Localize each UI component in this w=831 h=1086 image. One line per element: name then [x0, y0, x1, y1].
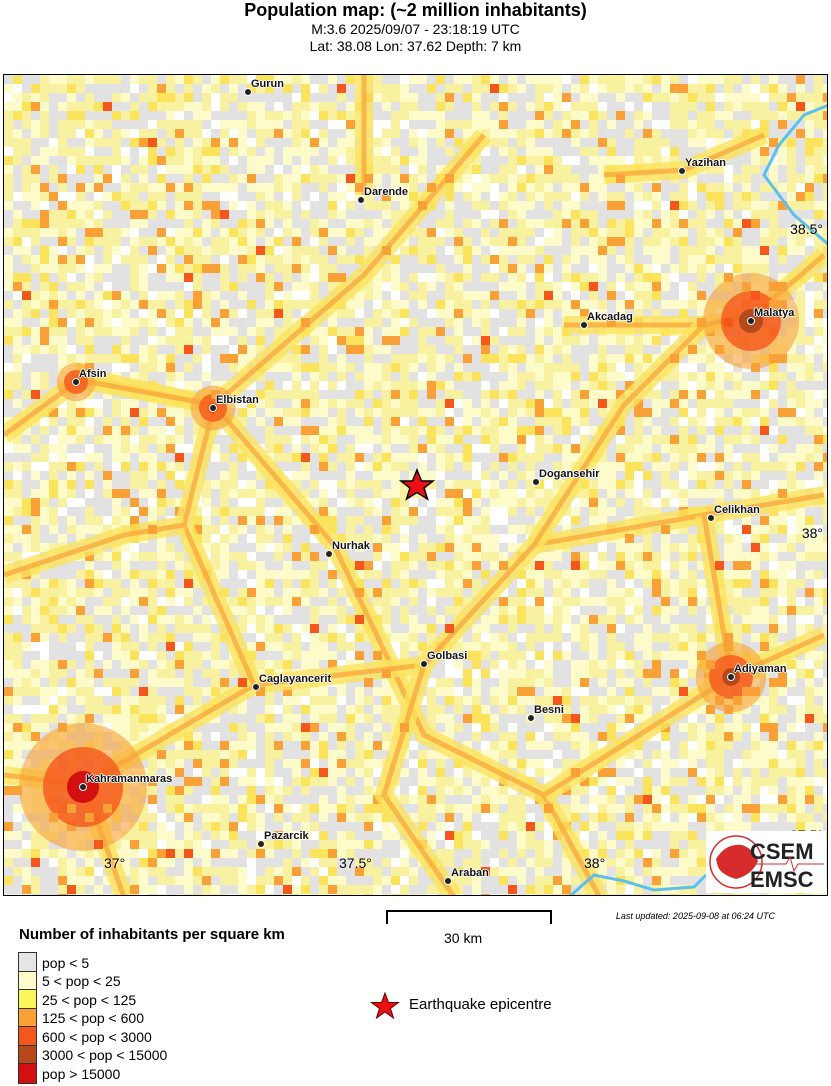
city-label: Akcadag [587, 311, 633, 323]
city-label: Pazarcik [264, 830, 309, 842]
city-label: Gurun [251, 78, 284, 90]
city-label: Celikhan [714, 504, 760, 516]
city-label: Besni [534, 704, 564, 716]
city-label: Araban [451, 867, 489, 879]
city-label: Golbasi [427, 650, 468, 662]
legend-title: Number of inhabitants per square km [19, 926, 285, 943]
map-title: Population map: (~2 million inhabitants) [244, 0, 587, 20]
city-label: Malatya [754, 307, 795, 319]
epicentre-star [398, 468, 436, 501]
legend-label: 600 < pop < 3000 [42, 1028, 152, 1045]
city-label: Afsin [79, 368, 107, 380]
legend-item: 25 < pop < 125 [18, 989, 136, 1010]
event-location: Lat: 38.08 Lon: 37.62 Depth: 7 km [309, 38, 522, 54]
city-marker [325, 550, 333, 558]
legend-label: 125 < pop < 600 [42, 1010, 144, 1026]
city-marker [527, 714, 535, 722]
legend-item: 125 < pop < 600 [18, 1007, 144, 1029]
event-info: M:3.6 2025/09/07 - 23:18:19 UTC [311, 21, 520, 37]
city-label: Elbistan [216, 394, 259, 406]
scale-label: 30 km [444, 930, 483, 946]
legend-label: 3000 < pop < 15000 [42, 1047, 168, 1063]
lon-tick: 38° [584, 855, 606, 871]
city-marker [252, 683, 260, 691]
last-updated: Last updated: 2025-09-08 at 06:24 UTC [615, 911, 775, 921]
city-marker [79, 783, 87, 791]
legend-item: pop > 15000 [18, 1063, 120, 1084]
city-marker [244, 88, 252, 96]
lon-tick: 37° [104, 855, 126, 871]
city-label: Adiyaman [734, 663, 787, 675]
city-label: Caglayancerit [259, 673, 332, 685]
city-marker [707, 514, 715, 522]
city-marker [420, 660, 428, 668]
city-label: Dogansehir [539, 468, 600, 480]
city-label: Kahramanmaras [86, 773, 173, 785]
city-marker [747, 317, 755, 325]
city-marker [72, 378, 80, 386]
city-marker [444, 877, 452, 885]
legend-item: 3000 < pop < 15000 [18, 1044, 168, 1066]
epicentre-legend-label: Earthquake epicentre [409, 996, 552, 1013]
emsc-logo: CSEM EMSC [706, 831, 826, 893]
city-marker [580, 321, 588, 329]
lat-tick: 38.5° [790, 221, 823, 237]
legend-label: 25 < pop < 125 [42, 991, 137, 1008]
city-marker [257, 840, 265, 848]
city-label: Nurhak [332, 540, 370, 552]
legend-swatch [18, 1063, 37, 1084]
legend-label: pop > 15000 [42, 1065, 121, 1082]
population-map[interactable]: Gurun Darende Yazihan Malatya Akcadag Afsin El… [3, 74, 828, 896]
legend-item: 600 < pop < 3000 [18, 1026, 152, 1047]
legend-label: pop < 5 [42, 954, 90, 971]
legend-item: 5 < pop < 25 [18, 970, 121, 992]
scale-bar [386, 910, 552, 924]
legend-item: pop < 5 [18, 952, 89, 973]
city-marker [357, 196, 365, 204]
red-star-icon [370, 991, 400, 1025]
lon-tick: 37.5° [339, 855, 372, 871]
city-label: Yazihan [685, 157, 726, 169]
city-marker [209, 404, 217, 412]
legend-label: 5 < pop < 25 [42, 973, 121, 989]
city-marker [727, 673, 735, 681]
lat-tick: 38° [801, 525, 823, 541]
city-marker [532, 478, 540, 486]
population-density-layer [4, 75, 827, 895]
city-marker [678, 167, 686, 175]
city-label: Darende [364, 186, 409, 198]
